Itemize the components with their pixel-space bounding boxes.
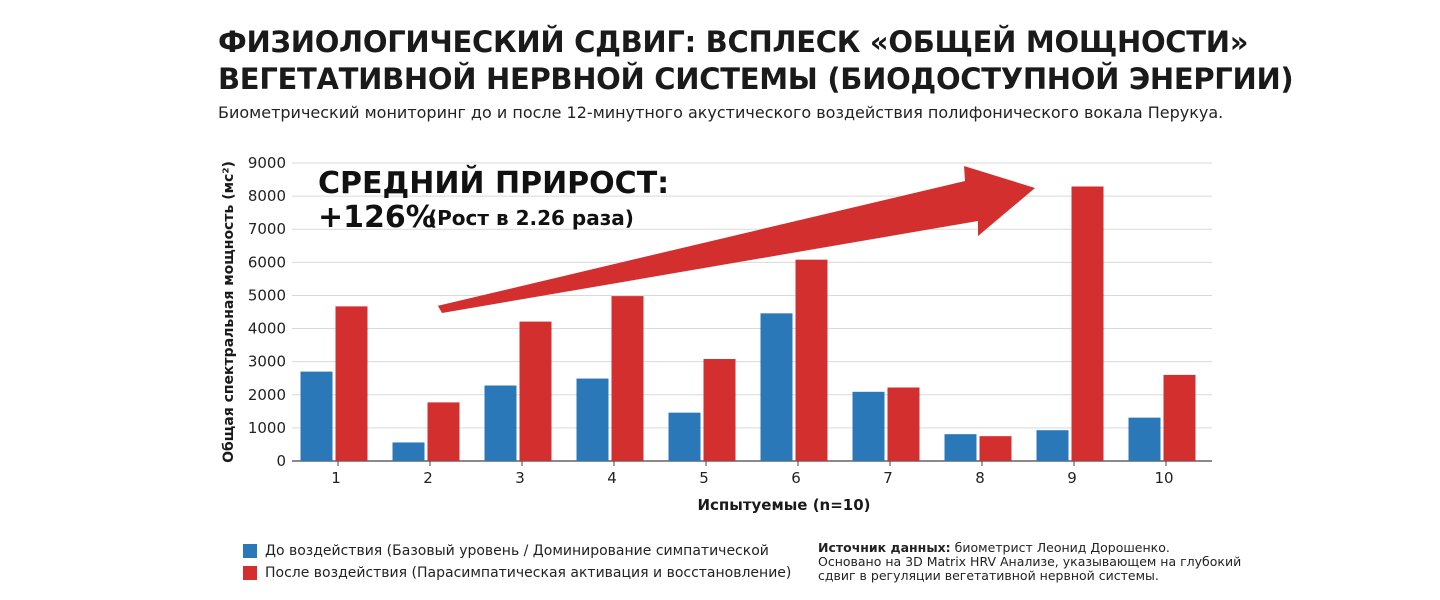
bar-after-1 [335, 306, 368, 461]
bar-after-7 [887, 387, 920, 461]
legend-swatch-before [243, 544, 257, 558]
bar-before-2 [392, 442, 425, 461]
legend: До воздействия (Базовый уровень / Домини… [243, 540, 791, 584]
x-tick-label: 4 [607, 469, 617, 487]
growth-arrow [437, 166, 1035, 313]
bar-before-7 [852, 391, 885, 461]
x-axis-label: Испытуемые (n=10) [697, 496, 870, 514]
source-text: биометрист Леонид Дорошенко. [950, 540, 1170, 555]
annotation-detail: (Рост в 2.26 раза) [428, 206, 634, 230]
title-line-2: ВЕГЕТАТИВНОЙ НЕРВНОЙ СИСТЕМЫ (БИОДОСТУПН… [218, 62, 1294, 96]
y-tick-label: 7000 [248, 220, 286, 238]
legend-label-before: До воздействия (Базовый уровень / Домини… [265, 543, 769, 559]
x-tick-label: 10 [1154, 469, 1173, 487]
y-tick-label: 8000 [248, 187, 286, 205]
bar-after-5 [703, 359, 736, 461]
legend-item-after: После воздействия (Парасимпатическая акт… [243, 562, 791, 584]
bar-after-9 [1071, 186, 1104, 461]
x-tick-label: 7 [883, 469, 893, 487]
x-tick-label: 6 [791, 469, 801, 487]
bar-before-4 [576, 378, 609, 461]
y-tick-label: 0 [276, 452, 286, 470]
source-label: Источник данных: [818, 540, 951, 555]
y-axis-label: Общая спектральная мощность (мс²) [221, 161, 237, 463]
bar-after-3 [519, 321, 552, 461]
bar-before-10 [1128, 417, 1161, 461]
y-tick-label: 2000 [248, 386, 286, 404]
bar-after-4 [611, 296, 644, 461]
x-tick-label: 5 [699, 469, 709, 487]
bar-after-8 [979, 436, 1012, 461]
bar-after-6 [795, 259, 828, 461]
annotation-value: +126% [318, 200, 436, 235]
bar-before-5 [668, 412, 701, 461]
x-tick-label: 8 [975, 469, 985, 487]
x-tick-label: 2 [423, 469, 433, 487]
source-line-3: сдвиг в регуляции вегетативной нервной с… [818, 568, 1159, 583]
y-tick-label: 1000 [248, 419, 286, 437]
bar-before-1 [300, 371, 333, 461]
y-tick-label: 5000 [248, 286, 286, 304]
legend-swatch-after [243, 566, 257, 580]
source-line-2: Основано на 3D Matrix HRV Анализе, указы… [818, 554, 1242, 569]
x-tick-label: 9 [1067, 469, 1077, 487]
x-tick-label: 3 [515, 469, 525, 487]
bar-before-3 [484, 385, 517, 461]
bar-before-6 [760, 313, 793, 461]
annotation-heading: СРЕДНИЙ ПРИРОСТ: [318, 165, 669, 201]
y-tick-label: 6000 [248, 253, 286, 271]
y-tick-label: 9000 [248, 154, 286, 172]
bar-after-2 [427, 402, 460, 461]
legend-label-after: После воздействия (Парасимпатическая акт… [265, 565, 792, 581]
chart-subtitle: Биометрический мониторинг до и после 12-… [218, 103, 1224, 122]
bar-before-9 [1036, 430, 1069, 461]
title-line-1: ФИЗИОЛОГИЧЕСКИЙ СДВИГ: ВСПЛЕСК «ОБЩЕЙ МО… [218, 25, 1249, 59]
x-tick-label: 1 [331, 469, 341, 487]
bar-after-10 [1163, 374, 1196, 461]
y-tick-label: 3000 [248, 353, 286, 371]
legend-item-before: До воздействия (Базовый уровень / Домини… [243, 540, 791, 562]
bar-before-8 [944, 434, 977, 461]
source-note: Источник данных: биометрист Леонид Дорош… [818, 541, 1258, 583]
y-tick-label: 4000 [248, 320, 286, 338]
chart-title: ФИЗИОЛОГИЧЕСКИЙ СДВИГ: ВСПЛЕСК «ОБЩЕЙ МО… [218, 24, 1398, 98]
